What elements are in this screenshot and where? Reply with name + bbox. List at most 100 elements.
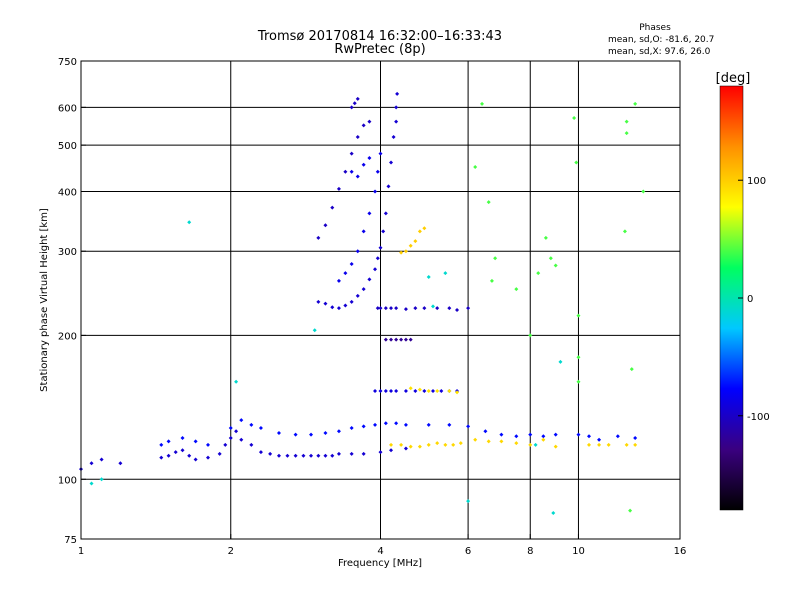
echo-point	[89, 461, 94, 466]
echo-point	[268, 451, 273, 456]
echo-point	[574, 160, 579, 165]
echo-point	[330, 453, 335, 458]
echo-point	[355, 135, 360, 140]
echo-point	[403, 388, 408, 393]
echo-point	[480, 101, 485, 106]
echo-point	[586, 434, 591, 439]
echo-point	[413, 239, 418, 244]
colorbar-ticks: 100 0 -100	[738, 176, 770, 423]
echo-point	[403, 446, 408, 451]
echo-point	[276, 453, 281, 458]
y-tick-label: 100	[58, 475, 77, 486]
echo-point	[293, 432, 298, 437]
x-tick-label: 2	[228, 546, 234, 557]
echo-point	[193, 457, 198, 462]
echo-point	[399, 442, 404, 447]
echo-point	[383, 421, 388, 426]
echo-point	[349, 299, 354, 304]
echo-point	[375, 256, 380, 261]
echo-point	[466, 424, 471, 429]
echo-point	[180, 435, 185, 440]
echo-point	[430, 304, 435, 309]
echo-point	[166, 439, 171, 444]
echo-point	[426, 442, 431, 447]
stats-heading: Phases	[639, 23, 671, 33]
echo-point	[622, 229, 627, 234]
echo-point	[624, 131, 629, 136]
echo-point	[239, 437, 244, 442]
echo-point	[413, 306, 418, 311]
echo-point	[394, 306, 399, 311]
echo-point	[430, 388, 435, 393]
echo-point	[367, 156, 372, 161]
echo-point	[466, 499, 471, 504]
echo-point	[486, 200, 491, 205]
echo-point	[422, 388, 427, 393]
echo-point	[223, 442, 228, 447]
echo-point	[629, 367, 634, 372]
echo-point	[576, 379, 581, 384]
echo-point	[336, 429, 341, 434]
echo-point	[309, 432, 314, 437]
echo-point	[349, 105, 354, 110]
echo-point	[548, 256, 553, 261]
echo-point	[399, 337, 404, 342]
echo-point	[514, 441, 519, 446]
echo-point	[309, 453, 314, 458]
y-tick-label: 200	[58, 331, 77, 342]
echo-point	[403, 307, 408, 312]
echo-point	[373, 267, 378, 272]
y-tick-label: 750	[58, 57, 77, 68]
echo-point	[159, 442, 164, 447]
echo-point	[606, 442, 611, 447]
echo-point	[330, 205, 335, 210]
y-tick-label: 500	[58, 141, 77, 152]
echo-point	[361, 287, 366, 292]
echo-point	[355, 249, 360, 254]
echo-point	[383, 211, 388, 216]
echo-point	[349, 262, 354, 267]
echo-point	[217, 451, 222, 456]
echo-point	[426, 274, 431, 279]
echo-point	[355, 96, 360, 101]
echo-point	[435, 388, 440, 393]
echo-point	[473, 165, 478, 170]
echo-point	[483, 429, 488, 434]
echo-point	[378, 388, 383, 393]
echo-point	[330, 305, 335, 310]
echo-point	[99, 457, 104, 462]
echo-point	[249, 442, 254, 447]
echo-point	[628, 508, 633, 513]
echo-point	[417, 387, 422, 392]
echo-point	[373, 388, 378, 393]
echo-point	[367, 277, 372, 282]
colorbar-tick-label: 0	[747, 294, 753, 305]
echo-point	[336, 451, 341, 456]
echo-point	[323, 453, 328, 458]
echo-point	[355, 174, 360, 179]
echo-point	[447, 422, 452, 427]
echo-point	[234, 379, 239, 384]
colorbar-tick-label: 100	[747, 176, 766, 187]
echo-point	[349, 169, 354, 174]
echo-point	[361, 123, 366, 128]
y-tick-label: 75	[64, 535, 77, 546]
echo-point	[394, 388, 399, 393]
echo-point	[316, 235, 321, 240]
echo-point	[367, 119, 372, 124]
echo-point	[576, 313, 581, 318]
echo-point	[187, 453, 192, 458]
echo-point	[447, 306, 452, 311]
echo-point	[373, 189, 378, 194]
echo-point	[403, 337, 408, 342]
echo-point	[389, 442, 394, 447]
echo-point	[205, 442, 210, 447]
x-axis-ticks: 1 2 4 6 8 10 16	[78, 534, 686, 557]
echo-point	[403, 249, 408, 254]
echo-point	[558, 359, 563, 364]
echo-point	[422, 306, 427, 311]
echo-point	[493, 256, 498, 261]
grid-lines	[81, 61, 680, 539]
echo-point	[193, 439, 198, 444]
